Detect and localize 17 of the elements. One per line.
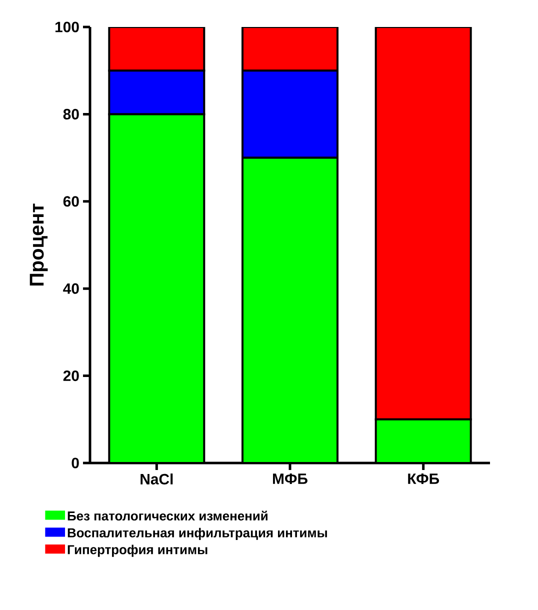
legend-label: Воспалительная инфильтрация интимы [68,528,327,540]
y-tick-label: 60 [63,196,79,207]
y-tick-label: 20 [63,370,79,382]
bar [108,113,206,463]
y-tick-label: 100 [55,22,79,32]
x-tick-label: КФБ [408,474,440,484]
bar [108,26,206,72]
x-tick-label: NaCl [140,474,173,484]
bar [374,418,472,463]
bar [374,26,472,420]
x-tick-label: МФБ [273,474,308,484]
y-tick-label: 80 [63,108,79,120]
y-tick-label: 40 [63,283,79,294]
legend-label: Гипертрофия интимы [68,544,208,557]
y-axis-title: Процент [30,204,48,286]
legend-label: Без патологических изменений [68,510,268,521]
y-tick-label: 0 [72,458,79,468]
